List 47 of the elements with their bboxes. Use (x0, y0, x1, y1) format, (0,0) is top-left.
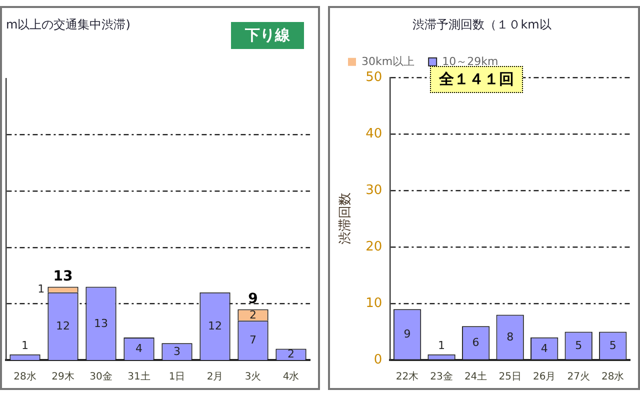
x-tick-label: 22木 (396, 370, 419, 383)
legend-label: 10～29km (442, 54, 498, 68)
x-tick-label: 27火 (567, 370, 590, 383)
data-label: 7 (250, 334, 256, 347)
data-label: 4 (136, 342, 142, 356)
data-label: 5 (575, 338, 582, 352)
chart-title: m以上の交通集中渋滞) (6, 17, 130, 32)
data-label: 12 (56, 320, 70, 333)
data-label: 3 (174, 344, 180, 358)
total-label: 13 (53, 268, 73, 284)
data-label: 8 (506, 330, 514, 344)
data-label: 12 (208, 320, 222, 333)
x-tick-label: 29木 (52, 370, 74, 383)
y-tick-label: 50 (366, 70, 382, 85)
x-tick-label: 26月 (532, 372, 556, 383)
data-label: 5 (609, 338, 616, 352)
y-tick-label: 40 (366, 126, 382, 142)
x-tick-label: 31土 (128, 370, 150, 383)
x-tick-label: 4水 (282, 370, 300, 383)
data-label: 1 (38, 282, 45, 296)
data-label: 13 (94, 316, 108, 330)
data-label: 2 (250, 308, 256, 322)
x-tick-label: 1日 (168, 372, 186, 383)
data-label: 1 (22, 339, 28, 352)
x-tick-label: 23金 (430, 370, 453, 383)
annotation: 全１４１回 (430, 66, 523, 93)
y-tick-label: 0 (374, 352, 382, 368)
data-label: 4 (540, 342, 548, 355)
x-tick-label: 2月 (206, 372, 224, 383)
chart-title: 渋滞予測回数（１０km以 (412, 17, 552, 32)
data-label: 6 (472, 336, 480, 350)
data-label: 2 (288, 348, 294, 361)
x-tick-label: 24土 (464, 370, 488, 383)
y-axis-title: 渋滞回数 (338, 192, 354, 245)
data-label: 9 (404, 328, 411, 341)
legend-label: 30km以上 (362, 54, 415, 68)
y-tick-label: 10 (366, 296, 382, 311)
x-tick-label: 3火 (244, 370, 262, 383)
y-tick-label: 20 (366, 239, 382, 254)
data-label: 1 (438, 339, 446, 352)
x-tick-label: 28水 (602, 370, 624, 383)
text: 下り線 (231, 22, 304, 49)
x-tick-label: 30金 (90, 370, 112, 383)
x-tick-label: 25日 (498, 372, 522, 383)
x-tick-label: 28水 (14, 370, 36, 383)
total-label: 9 (248, 290, 258, 307)
y-tick-label: 30 (366, 182, 382, 198)
